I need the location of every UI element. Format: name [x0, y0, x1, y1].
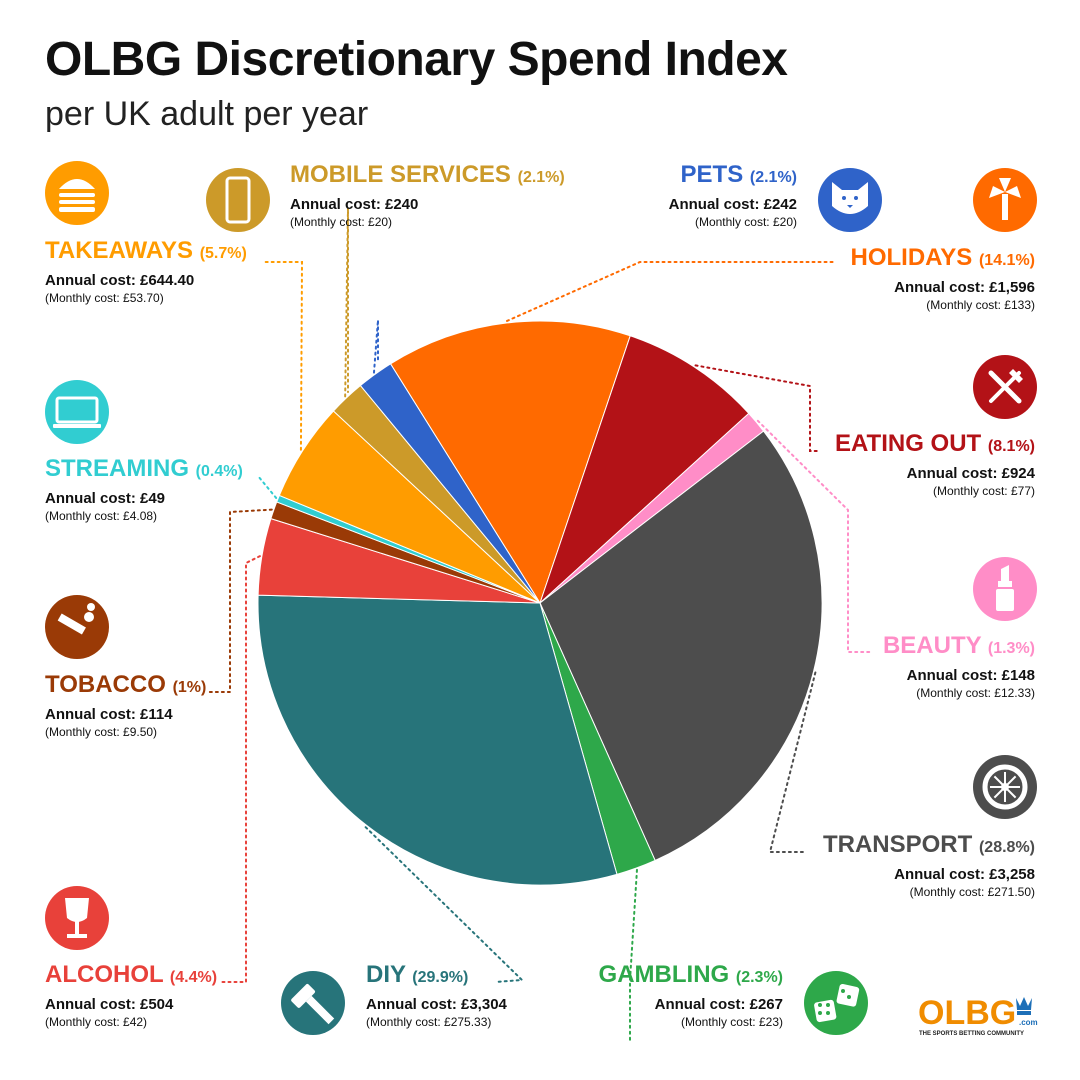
- mobile-phone-icon: [206, 168, 270, 232]
- pie-slice-eating-out: [538, 335, 750, 605]
- monthly-cost: (Monthly cost: £20): [695, 215, 797, 229]
- category-percent: (14.1%): [979, 252, 1035, 269]
- leader-line: [257, 475, 278, 499]
- tv-icon: [45, 380, 109, 444]
- category-percent: (2.1%): [518, 169, 565, 186]
- category-percent: (2.1%): [750, 169, 797, 186]
- annual-cost: Annual cost: £242: [669, 196, 797, 213]
- category-percent: (4.4%): [170, 969, 217, 986]
- annual-cost: Annual cost: £3,304: [366, 996, 508, 1013]
- olbg-logo: OLBG .com THE SPORTS BETTING COMMUNITY: [918, 994, 1038, 1037]
- category-percent: (0.4%): [196, 463, 243, 480]
- category-name: TOBACCO: [45, 671, 173, 698]
- category-label: GAMBLING (2.3%): [599, 961, 783, 988]
- category-label: EATING OUT (8.1%): [835, 430, 1035, 457]
- pie-slice-pets: [359, 363, 541, 604]
- annual-cost: Annual cost: £240: [290, 196, 418, 213]
- wine-glass-icon: [45, 886, 109, 950]
- pie-slice-transport: [539, 430, 823, 862]
- category-name: EATING OUT: [835, 430, 988, 457]
- category-label: TOBACCO (1%): [45, 671, 206, 698]
- logo-domain: .com: [1019, 1018, 1038, 1027]
- logo-tagline: THE SPORTS BETTING COMMUNITY: [919, 1031, 1024, 1037]
- pie-slice-diy: [257, 594, 618, 886]
- leader-line: [344, 207, 349, 398]
- category-percent: (2.3%): [736, 969, 783, 986]
- category-percent: (1%): [173, 679, 207, 696]
- hammer-icon: [281, 971, 345, 1035]
- category-label: BEAUTY (1.3%): [883, 632, 1035, 659]
- annual-cost: Annual cost: £267: [655, 996, 783, 1013]
- category-label: TAKEAWAYS (5.7%): [45, 237, 247, 264]
- category-percent: (29.9%): [412, 969, 468, 986]
- category-name: PETS: [681, 161, 750, 188]
- leader-line: [207, 508, 273, 693]
- monthly-cost: (Monthly cost: £4.08): [45, 509, 157, 523]
- monthly-cost: (Monthly cost: £271.50): [910, 885, 1035, 899]
- leader-line: [756, 419, 871, 653]
- category-name: DIY: [366, 961, 412, 988]
- leader-line: [221, 555, 261, 983]
- category-name: BEAUTY: [883, 632, 988, 659]
- category-name: MOBILE SERVICES: [290, 161, 518, 188]
- category-label: HOLIDAYS (14.1%): [850, 244, 1035, 271]
- lipstick-icon: [973, 557, 1037, 621]
- category-name: TAKEAWAYS: [45, 237, 200, 264]
- category-label: PETS (2.1%): [681, 161, 797, 188]
- category-label: MOBILE SERVICES (2.1%): [290, 161, 565, 188]
- category-label: DIY (29.9%): [366, 961, 468, 988]
- monthly-cost: (Monthly cost: £133): [926, 298, 1035, 312]
- annual-cost: Annual cost: £924: [907, 465, 1036, 482]
- leader-line: [629, 868, 638, 1041]
- monthly-cost: (Monthly cost: £9.50): [45, 725, 157, 739]
- category-name: STREAMING: [45, 455, 196, 482]
- category-label: STREAMING (0.4%): [45, 455, 243, 482]
- annual-cost: Annual cost: £148: [907, 667, 1035, 684]
- monthly-cost: (Monthly cost: £42): [45, 1015, 147, 1029]
- monthly-cost: (Monthly cost: £77): [933, 484, 1035, 498]
- monthly-cost: (Monthly cost: £275.33): [366, 1015, 491, 1029]
- annual-cost: Annual cost: £3,258: [894, 866, 1035, 883]
- pie-slice-holidays: [389, 320, 631, 605]
- monthly-cost: (Monthly cost: £23): [681, 1015, 783, 1029]
- monthly-cost: (Monthly cost: £12.33): [916, 686, 1035, 700]
- category-percent: (1.3%): [988, 640, 1035, 657]
- leader-line: [264, 261, 304, 451]
- category-name: ALCOHOL: [45, 961, 170, 988]
- monthly-cost: (Monthly cost: £53.70): [45, 291, 164, 305]
- monthly-cost: (Monthly cost: £20): [290, 215, 392, 229]
- category-label: TRANSPORT (28.8%): [823, 831, 1035, 858]
- annual-cost: Annual cost: £504: [45, 996, 174, 1013]
- chart-title: OLBG Discretionary Spend Index: [45, 33, 788, 86]
- palm-tree-icon: [973, 168, 1037, 232]
- dice-icon: [804, 971, 868, 1035]
- crown-icon: [1016, 997, 1032, 1015]
- leader-line: [372, 319, 379, 374]
- leader-line: [364, 826, 525, 983]
- category-percent: (8.1%): [988, 438, 1035, 455]
- logo-text: OLBG: [918, 994, 1016, 1032]
- leader-line: [768, 671, 817, 853]
- annual-cost: Annual cost: £1,596: [894, 279, 1035, 296]
- wheel-icon: [973, 755, 1037, 819]
- chart-subtitle: per UK adult per year: [45, 95, 369, 133]
- category-label: ALCOHOL (4.4%): [45, 961, 217, 988]
- leader-line: [506, 261, 837, 322]
- cigarette-icon: [45, 595, 109, 659]
- category-percent: (5.7%): [200, 245, 247, 262]
- burger-icon: [45, 161, 109, 225]
- leader-line: [694, 364, 821, 452]
- category-name: HOLIDAYS: [850, 244, 978, 271]
- annual-cost: Annual cost: £644.40: [45, 272, 194, 289]
- cat-icon: [818, 168, 882, 232]
- knife-fork-icon: [973, 355, 1037, 419]
- category-name: TRANSPORT: [823, 831, 979, 858]
- annual-cost: Annual cost: £49: [45, 490, 165, 507]
- annual-cost: Annual cost: £114: [45, 706, 173, 723]
- category-name: GAMBLING: [599, 961, 736, 988]
- category-percent: (28.8%): [979, 839, 1035, 856]
